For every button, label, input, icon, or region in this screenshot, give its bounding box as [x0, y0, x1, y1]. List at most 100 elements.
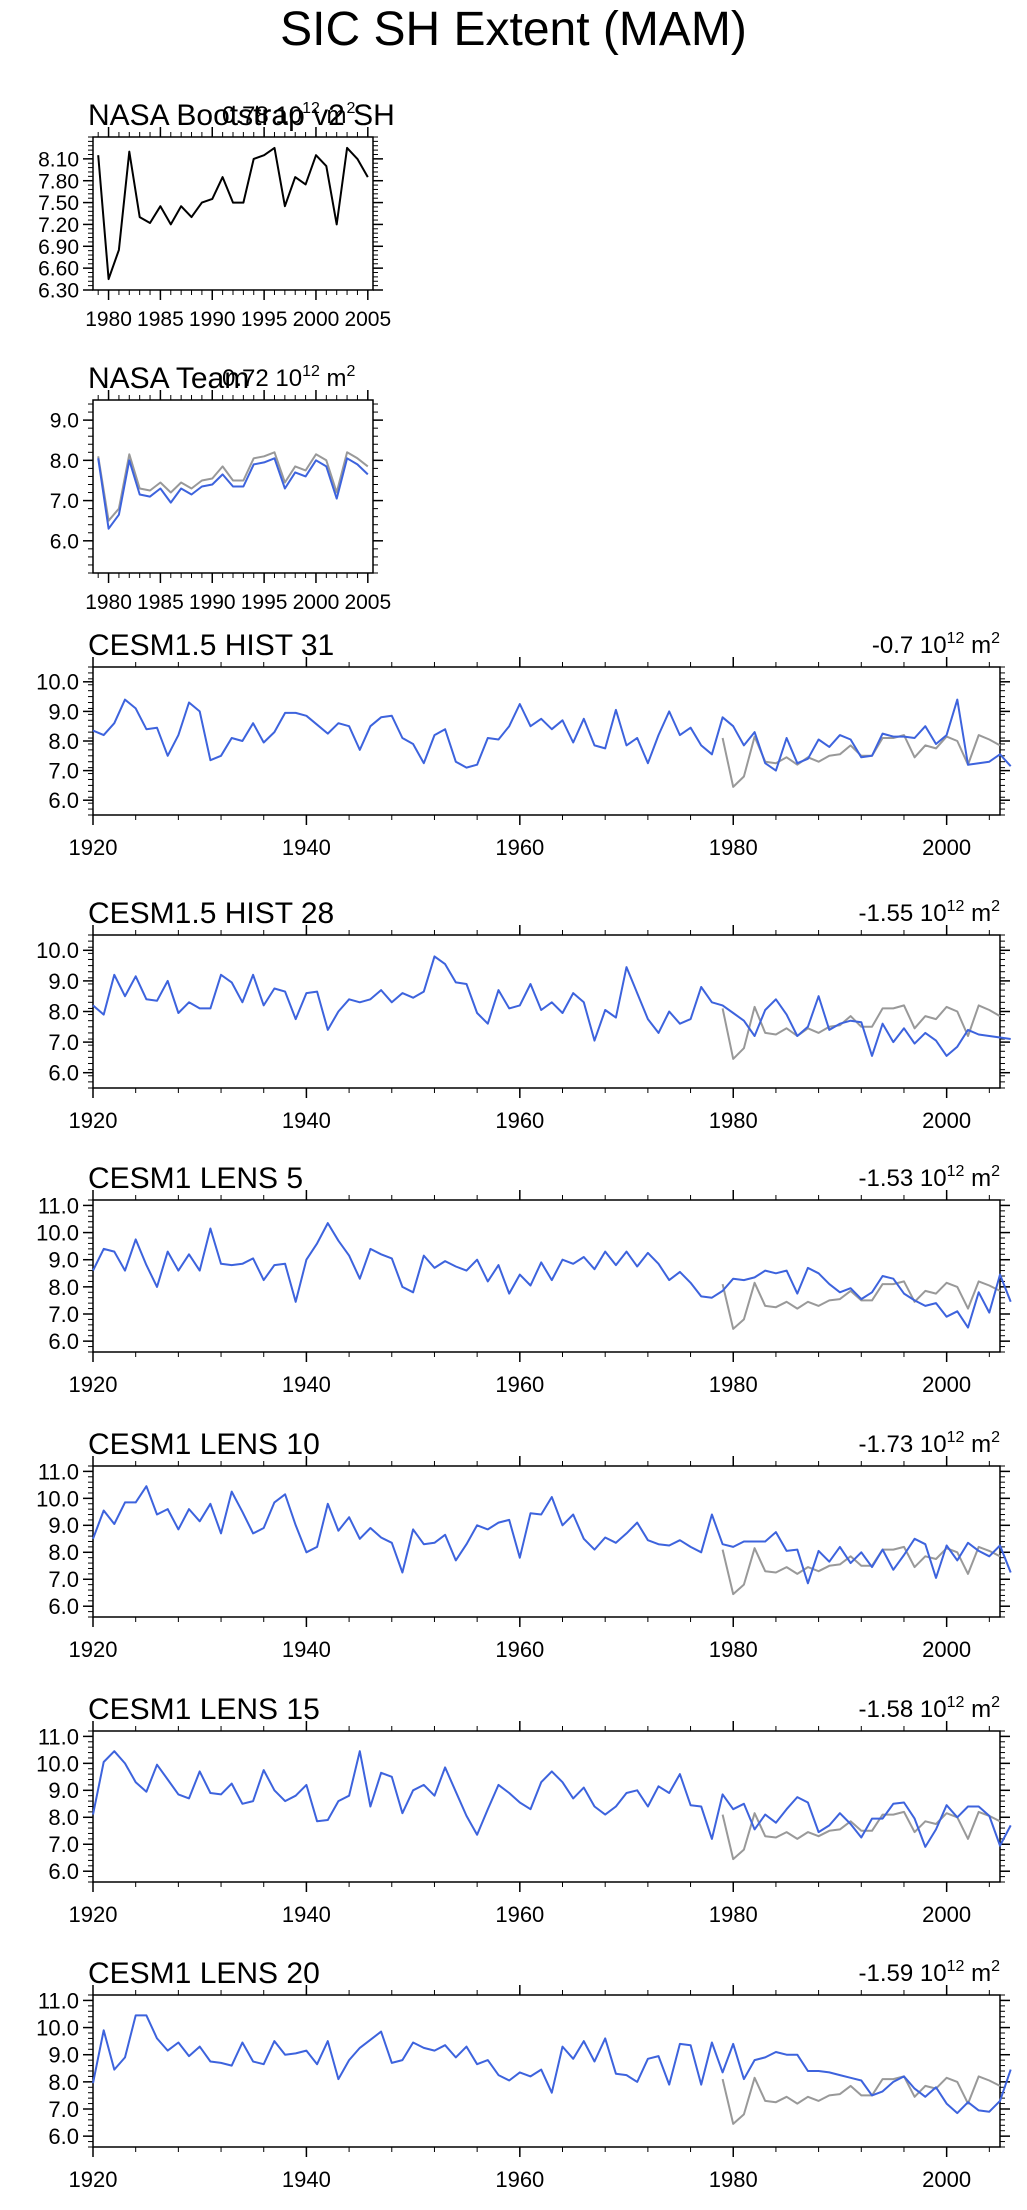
panel-title: CESM1.5 HIST 31: [88, 629, 334, 662]
y-tick-label: 9.0: [48, 1778, 79, 1803]
y-tick-label: 10.0: [36, 670, 79, 695]
x-tick-label: 1920: [69, 1108, 118, 1133]
trend-annotation: -1.53 1012 m2: [859, 1163, 1001, 1192]
x-tick-label: 1980: [709, 1108, 758, 1133]
y-tick-label: 9.0: [48, 1513, 79, 1538]
x-tick-label: 1940: [282, 2167, 331, 2192]
x-tick-label: 1980: [709, 835, 758, 860]
panel-title: CESM1 LENS 15: [88, 1693, 320, 1726]
trend-value: 0.72 10: [222, 365, 302, 392]
plot-frame: [92, 1465, 1001, 1618]
trend-unit: m: [964, 900, 991, 927]
x-tick-label: 1920: [69, 1902, 118, 1927]
y-tick-label: 8.0: [48, 1805, 79, 1830]
x-tick-label: 1940: [282, 1108, 331, 1133]
trend-annotation: -1.73 1012 m2: [859, 1429, 1001, 1458]
x-tick-label: 1985: [137, 308, 184, 331]
y-tick-label: 6.0: [48, 1061, 79, 1086]
trend-value: -1.59 10: [859, 1960, 947, 1987]
trend-value: 0.78 10: [222, 102, 302, 129]
y-tick-label: 11.0: [38, 1988, 79, 2013]
x-tick-label: 2005: [344, 591, 391, 614]
chart-panel-5: 6.07.08.09.0 10.011.0 1920 1940 1960 1980 2000…: [36, 1162, 1012, 1397]
trend-value: -1.55 10: [859, 900, 947, 927]
y-tick-label: 7.80: [38, 170, 79, 193]
plot-frame: [92, 1994, 1001, 2148]
y-tick-label: 7.0: [50, 490, 79, 513]
x-tick-label: 1980: [709, 1372, 758, 1397]
x-tick-label: 2000: [922, 1372, 971, 1397]
y-tick-label: 6.0: [50, 530, 79, 553]
x-tick-label: 2005: [344, 308, 391, 331]
y-tick-label: 8.0: [48, 999, 79, 1024]
y-tick-label: 6.0: [48, 1594, 79, 1619]
y-tick-label: 10.0: [36, 1220, 79, 1245]
trend-unit-exponent: 2: [991, 898, 1000, 915]
y-tick-label: 10.0: [36, 938, 79, 963]
series-line-2: [97, 457, 369, 530]
trend-exponent: 12: [947, 630, 965, 647]
panel-title: CESM1 LENS 20: [88, 1957, 320, 1990]
trend-exponent: 12: [947, 1958, 965, 1975]
series-line-2: [92, 1222, 1012, 1329]
panel-title: NASA Team: [88, 362, 249, 395]
trend-exponent: 12: [947, 1163, 965, 1180]
x-tick-label: 1995: [241, 308, 288, 331]
y-tick-label: 8.0: [48, 2070, 79, 2095]
y-tick-label: 8.10: [38, 148, 79, 171]
x-tick-label: 2000: [922, 1108, 971, 1133]
series-line-1: [721, 1004, 1001, 1060]
trend-value: -1.73 10: [859, 1431, 947, 1458]
trend-unit-exponent: 2: [991, 1163, 1000, 1180]
x-tick-label: 1980: [709, 2167, 758, 2192]
y-tick-label: 11.0: [38, 1724, 79, 1749]
y-tick-label: 9.0: [48, 699, 79, 724]
y-tick-label: 7.0: [48, 1302, 79, 1327]
x-tick-label: 2000: [922, 1637, 971, 1662]
series-line-1: [721, 1810, 1001, 1861]
trend-exponent: 12: [302, 363, 320, 380]
x-tick-label: 1940: [282, 1902, 331, 1927]
figure-title: SIC SH Extent (MAM): [280, 3, 747, 56]
x-tick-label: 1980: [85, 308, 132, 331]
trend-value: -0.7 10: [872, 632, 947, 659]
trend-unit: m: [964, 1960, 991, 1987]
x-tick-label: 2000: [293, 591, 340, 614]
x-tick-label: 1940: [282, 1372, 331, 1397]
series-line-1: [97, 451, 369, 522]
series-line-2: [92, 1485, 1012, 1585]
series-line-1: [721, 2075, 1001, 2125]
chart-panel-8: 6.07.08.09.0 10.011.0 1920 1940 1960 1980 2000…: [36, 1957, 1012, 2192]
x-tick-label: 1920: [69, 835, 118, 860]
y-tick-label: 9.0: [48, 1248, 79, 1273]
trend-exponent: 12: [947, 1429, 965, 1446]
trend-exponent: 12: [947, 1694, 965, 1711]
trend-annotation: 0.72 1012 m2: [222, 363, 356, 392]
series-line-1: [721, 1280, 1001, 1330]
y-tick-label: 6.0: [48, 788, 79, 813]
x-tick-label: 2000: [922, 1902, 971, 1927]
x-tick-label: 1985: [137, 591, 184, 614]
x-tick-label: 1940: [282, 1637, 331, 1662]
x-tick-label: 2000: [922, 2167, 971, 2192]
x-tick-label: 1995: [241, 591, 288, 614]
y-tick-label: 9.0: [50, 410, 79, 433]
y-tick-label: 7.0: [48, 2097, 79, 2122]
x-tick-label: 1920: [69, 1372, 118, 1397]
trend-annotation: -0.7 1012 m2: [872, 630, 1000, 659]
y-tick-label: 7.0: [48, 1832, 79, 1857]
y-tick-label: 10.0: [36, 1486, 79, 1511]
trend-unit-exponent: 2: [347, 100, 356, 117]
trend-unit: m: [964, 1696, 991, 1723]
chart-panel-6: 6.07.08.09.010.011.0 1920 1940 1960 1980 2000…: [36, 1428, 1012, 1662]
trend-unit: m: [320, 365, 347, 392]
chart-panel-1: 6.306.606.907.207.507.808.10 1980 1985 1990…: [38, 99, 395, 331]
x-tick-label: 1960: [495, 1637, 544, 1662]
series-line-2: [92, 2014, 1012, 2115]
x-tick-label: 2000: [293, 308, 340, 331]
trend-unit-exponent: 2: [991, 1694, 1000, 1711]
trend-unit-exponent: 2: [991, 1958, 1000, 1975]
series-line-1: [721, 1545, 1001, 1596]
trend-annotation: -1.55 1012 m2: [859, 898, 1001, 927]
